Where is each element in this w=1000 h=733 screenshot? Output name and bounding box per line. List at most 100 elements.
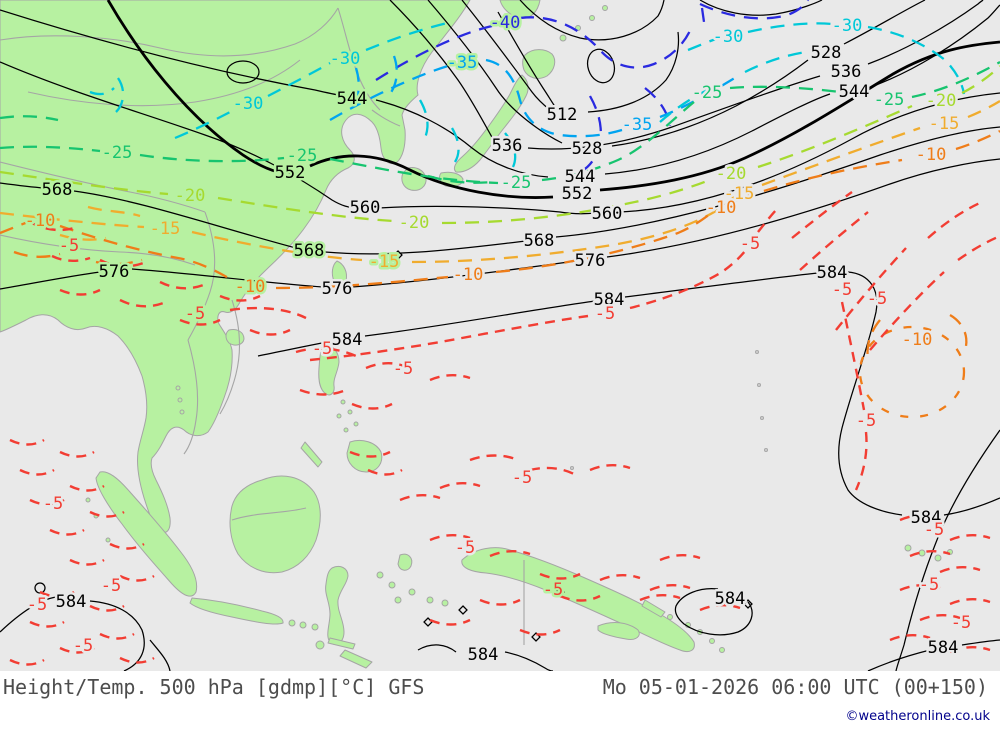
contour-576 xyxy=(0,158,1000,290)
temp-contour-label: -10 xyxy=(25,211,56,231)
temp-contour-label: -5 xyxy=(101,576,121,596)
contour-520 xyxy=(461,0,551,111)
temp-contour-minus10 xyxy=(0,129,1000,419)
height-contour-label: 544 xyxy=(337,89,368,109)
temp-contour-label: -5 xyxy=(312,339,332,359)
temp-contour-label: -15 xyxy=(929,114,960,134)
temp-contour-label: -15 xyxy=(724,184,755,204)
contour-568 xyxy=(0,126,1000,255)
temp-contour-label: -35 xyxy=(447,53,478,73)
temp-contour-label: -5 xyxy=(740,234,760,254)
land-java xyxy=(189,597,284,625)
copyright-link[interactable]: ©weatheronline.co.uk xyxy=(845,709,990,724)
temp-contour-label: -5 xyxy=(73,636,93,656)
contour-584-south-middle xyxy=(417,644,554,671)
temp-contour-label: -5 xyxy=(43,494,63,514)
temp-contour-label: -10 xyxy=(453,265,484,285)
height-contour-label: 560 xyxy=(592,204,623,224)
contour-536 xyxy=(389,0,984,150)
land-palawan xyxy=(300,441,323,468)
temp-contour-label: -5 xyxy=(393,359,413,379)
temp-contour-label: -10 xyxy=(235,277,266,297)
contour-552-bold xyxy=(106,0,1000,199)
height-contour-label: 544 xyxy=(839,82,870,102)
contour-512 xyxy=(497,11,680,113)
land-asia-mainland xyxy=(0,0,471,533)
height-contour-label: 536 xyxy=(492,136,523,156)
temp-contour-label: -5 xyxy=(832,280,852,300)
contour-584-trough-east xyxy=(895,429,1000,671)
height-contour-label: 560 xyxy=(350,198,381,218)
height-contour-label: 584 xyxy=(817,263,848,283)
land-hokkaido xyxy=(522,49,556,79)
temp-contour-label: -30 xyxy=(713,27,744,47)
map-title: Height/Temp. 500 hPa [gdmp][°C] GFS xyxy=(3,675,425,699)
temp-contour-label: -5 xyxy=(867,289,887,309)
contour-low-inner xyxy=(519,0,665,41)
temp-contour-label: -20 xyxy=(926,91,957,111)
contour-584-bottom-left-line xyxy=(149,639,171,671)
temp-contour-label: -25 xyxy=(501,173,532,193)
contour-544 xyxy=(0,4,1000,178)
temp-contour-label: -25 xyxy=(102,143,133,163)
land-sumatra xyxy=(95,471,198,597)
temp-contour-minus40 xyxy=(375,0,810,176)
temp-contour-label: -5 xyxy=(919,575,939,595)
height-contour-label: 584 xyxy=(928,638,959,658)
temp-contour-label: -5 xyxy=(59,236,79,256)
height-contour-label: 576 xyxy=(322,279,353,299)
height-contour-label: 552 xyxy=(562,184,593,204)
height-contour-label: 544 xyxy=(565,167,596,187)
height-contour-label: 584 xyxy=(911,508,942,528)
temp-contour-label: -5 xyxy=(455,538,475,558)
contour-560 xyxy=(0,61,1000,215)
land-borneo xyxy=(229,475,321,574)
contour-584-bottom-right xyxy=(867,639,1000,671)
contour-low-center xyxy=(586,48,616,84)
height-contour-layer xyxy=(0,0,1000,671)
temp-contour-label: -25 xyxy=(287,146,318,166)
temp-contour-label: -20 xyxy=(716,164,747,184)
temp-contour-label: -35 xyxy=(622,115,653,135)
contour-528 xyxy=(427,0,926,147)
country-borders xyxy=(0,7,525,645)
land-halmahera xyxy=(397,553,413,571)
temp-contour-label: -25 xyxy=(874,90,905,110)
temp-contour-label: -40 xyxy=(490,13,521,33)
temp-contour-label: -10 xyxy=(706,198,737,218)
land-hainan xyxy=(225,329,245,346)
map-datetime: Mo 05-01-2026 06:00 UTC (00+150) xyxy=(602,675,988,699)
temp-contour-label: -10 xyxy=(902,330,933,350)
footer-bar: Height/Temp. 500 hPa [gdmp][°C] GFS Mo 0… xyxy=(0,671,1000,733)
land-taiwan xyxy=(331,260,347,287)
height-contour-label: 568 xyxy=(42,180,73,200)
temp-contour-label: -20 xyxy=(399,213,430,233)
temp-contour-label: -30 xyxy=(233,94,264,114)
height-contour-label: 576 xyxy=(575,251,606,271)
temp-contour-minus20 xyxy=(0,65,1000,225)
height-contour-label: 568 xyxy=(524,231,555,251)
land-flores xyxy=(327,637,356,650)
temp-contour-label: -30 xyxy=(330,49,361,69)
land-new-britain xyxy=(597,622,640,640)
land-timor xyxy=(339,649,373,669)
temp-contour-label: -5 xyxy=(924,520,944,540)
temp-contour-label: -5 xyxy=(856,411,876,431)
height-contour-label: 552 xyxy=(275,163,306,183)
temp-contour-minus5 xyxy=(9,191,1000,666)
contour-small-closed-nw xyxy=(226,60,260,84)
height-contour-label: 584 xyxy=(332,330,363,350)
temp-contour-label: -5 xyxy=(185,304,205,324)
temp-contour-label: -5 xyxy=(951,613,971,633)
height-contour-label: 528 xyxy=(572,139,603,159)
temp-contour-label: -15 xyxy=(150,219,181,239)
map-area: 544 512 536 528 544 552 552 560 560 568 568 568 576 5… xyxy=(0,0,1000,671)
height-contour-label: 568 xyxy=(294,241,325,261)
temp-contour-minus15 xyxy=(0,100,1000,264)
footer-row: Height/Temp. 500 hPa [gdmp][°C] GFS Mo 0… xyxy=(0,671,1000,699)
height-contour-label: 576 xyxy=(99,262,130,282)
contour-top-right-filler xyxy=(699,0,823,16)
height-contour-label: 512 xyxy=(547,105,578,125)
